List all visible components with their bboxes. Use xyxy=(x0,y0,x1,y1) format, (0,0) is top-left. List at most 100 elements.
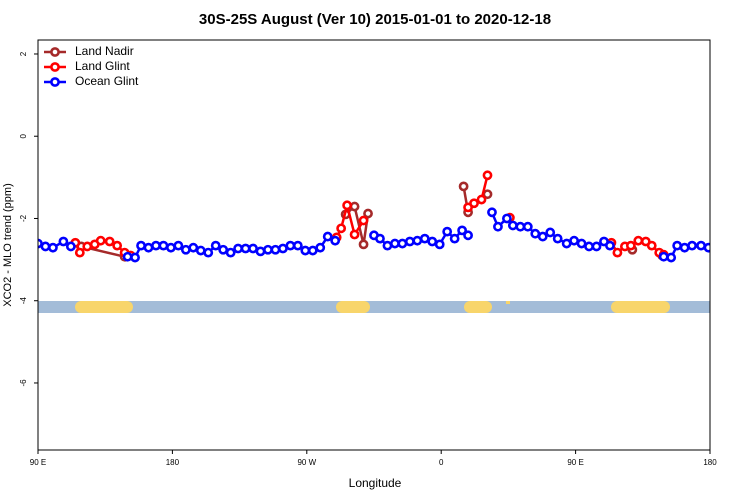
data-point xyxy=(404,236,415,247)
data-point xyxy=(130,252,140,263)
data-point xyxy=(363,208,373,219)
data-point xyxy=(576,238,587,249)
y-tick-label: 2 xyxy=(19,51,28,56)
land-patch xyxy=(611,301,670,313)
data-point xyxy=(537,231,548,242)
data-point xyxy=(48,242,58,253)
data-point xyxy=(375,233,385,244)
data-point xyxy=(173,240,184,251)
data-point xyxy=(158,240,169,251)
y-axis-label: XCO2 - MLO trend (ppm) xyxy=(2,183,14,306)
data-point xyxy=(545,227,556,238)
data-point xyxy=(390,238,400,249)
data-point xyxy=(270,244,281,255)
y-tick-label: -2 xyxy=(19,214,28,222)
data-point xyxy=(482,170,493,181)
data-point xyxy=(493,221,503,232)
land-patch xyxy=(75,301,133,313)
data-point xyxy=(515,221,526,232)
data-point xyxy=(349,201,360,212)
data-point xyxy=(687,240,697,251)
data-point xyxy=(307,245,318,256)
data-point xyxy=(104,236,115,247)
land-ocean-band xyxy=(38,301,710,313)
data-point xyxy=(233,243,244,254)
data-point xyxy=(151,240,161,251)
data-point xyxy=(458,181,469,192)
data-point xyxy=(278,243,288,254)
data-point xyxy=(412,235,423,246)
data-point xyxy=(240,243,251,254)
data-point xyxy=(195,245,206,256)
data-point xyxy=(463,230,473,241)
data-point xyxy=(292,240,303,251)
x-tick-label: 0 xyxy=(439,458,444,467)
data-point xyxy=(285,240,296,251)
legend-label: Land Glint xyxy=(75,59,130,73)
data-point xyxy=(342,200,353,211)
data-point xyxy=(703,242,710,253)
data-point xyxy=(322,231,333,242)
y-tick-label: 0 xyxy=(19,133,28,138)
data-point xyxy=(434,239,445,250)
data-point xyxy=(646,240,657,251)
data-point xyxy=(330,235,341,246)
data-point xyxy=(136,240,146,251)
data-point xyxy=(696,240,706,251)
data-point xyxy=(469,198,479,209)
data-point xyxy=(300,245,311,256)
data-point xyxy=(507,220,518,231)
x-tick-label: 90 W xyxy=(297,458,316,467)
data-point xyxy=(166,242,176,253)
data-point xyxy=(584,241,594,252)
data-point xyxy=(358,215,369,226)
data-point xyxy=(315,242,326,253)
legend-label: Ocean Glint xyxy=(75,74,139,88)
data-point xyxy=(476,194,487,205)
x-tick-label: 90 E xyxy=(567,458,583,467)
data-point xyxy=(427,236,438,247)
x-tick-label: 180 xyxy=(166,458,180,467)
data-point xyxy=(612,247,623,258)
data-point xyxy=(122,251,133,262)
legend-marker xyxy=(50,47,60,57)
data-point xyxy=(605,240,615,251)
data-point xyxy=(248,243,258,254)
data-point xyxy=(679,242,690,253)
data-point xyxy=(218,244,229,255)
legend-marker xyxy=(50,77,60,87)
data-point xyxy=(180,244,191,255)
data-point xyxy=(40,241,51,252)
data-point xyxy=(502,213,512,224)
data-point xyxy=(382,240,393,251)
data-point xyxy=(255,246,266,257)
data-point xyxy=(188,242,199,253)
plot-marks xyxy=(38,170,710,263)
data-point xyxy=(419,233,430,244)
data-point xyxy=(65,241,76,252)
data-point xyxy=(74,247,85,258)
data-point xyxy=(397,238,408,249)
x-tick-label: 90 E xyxy=(30,458,46,467)
data-point xyxy=(203,247,214,258)
data-point xyxy=(442,226,453,237)
x-axis-label: Longitude xyxy=(349,476,402,490)
legend-marker xyxy=(50,62,60,72)
data-point xyxy=(358,239,369,250)
chart-title: 30S-25S August (Ver 10) 2015-01-01 to 20… xyxy=(199,11,551,28)
data-point xyxy=(58,236,69,247)
data-point xyxy=(457,225,468,236)
data-point xyxy=(625,240,636,251)
land-patch xyxy=(506,301,510,304)
data-point xyxy=(225,247,236,258)
data-point xyxy=(349,229,360,240)
data-point xyxy=(591,241,602,252)
data-point xyxy=(263,244,273,255)
data-point xyxy=(561,238,572,249)
data-point xyxy=(658,251,669,262)
data-point xyxy=(82,241,93,252)
plot-frame xyxy=(37,39,711,451)
x-tick-label: 180 xyxy=(703,458,717,467)
